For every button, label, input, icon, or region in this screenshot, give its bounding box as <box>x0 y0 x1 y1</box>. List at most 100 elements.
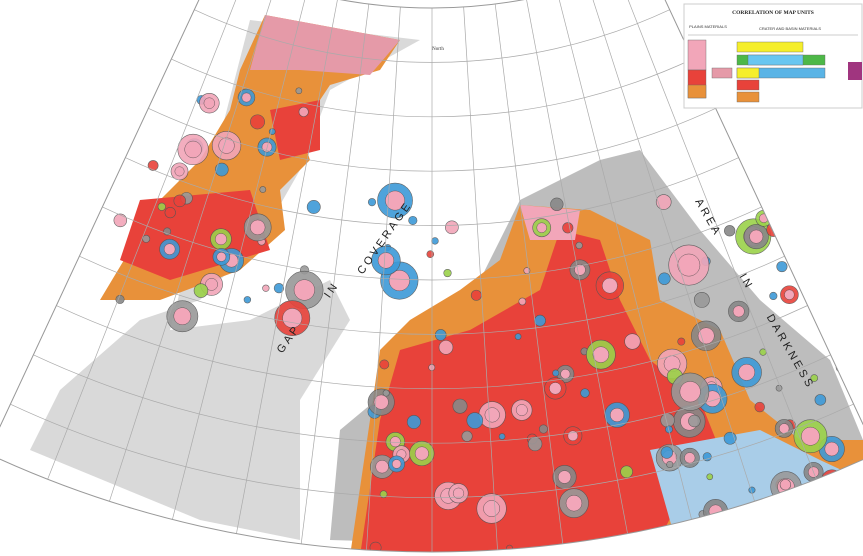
crater-floor <box>250 219 266 236</box>
crater-floor <box>784 289 795 300</box>
crater-floor <box>536 222 547 233</box>
crater <box>214 162 229 177</box>
crater-floor <box>184 140 202 159</box>
crater-floor <box>560 368 571 379</box>
crater <box>655 194 672 210</box>
crater <box>645 529 653 537</box>
crater-floor <box>173 307 192 325</box>
crater <box>624 333 641 350</box>
crater-floor <box>414 446 429 461</box>
crater-floor <box>484 407 500 423</box>
crater-floor <box>483 500 500 517</box>
crater <box>298 106 309 117</box>
crater <box>506 544 513 552</box>
crater <box>660 446 673 459</box>
crater-floor <box>389 436 401 448</box>
parallel <box>33 354 831 444</box>
crater <box>810 374 819 382</box>
crater <box>142 234 151 243</box>
crater-floor <box>825 474 838 487</box>
crater <box>562 222 574 234</box>
crater <box>620 465 633 479</box>
crater <box>769 503 793 526</box>
legend-title: CORRELATION OF MAP UNITS <box>732 10 814 16</box>
crater-floor <box>707 528 719 540</box>
crater-floor <box>515 404 528 416</box>
crater <box>769 291 778 301</box>
crater <box>575 241 583 250</box>
crater-floor <box>697 327 715 345</box>
crater-floor <box>218 137 235 154</box>
crater-floor <box>602 277 618 294</box>
crater <box>527 436 543 452</box>
crater <box>431 237 439 245</box>
crater <box>498 433 506 440</box>
crater <box>717 519 733 536</box>
crater-floor <box>391 459 402 469</box>
crater <box>157 202 166 211</box>
parallel <box>102 206 762 281</box>
crater-floor <box>684 452 696 464</box>
crater <box>382 389 390 397</box>
crater-floor <box>377 252 395 269</box>
crater-floor <box>565 495 583 512</box>
crater <box>776 261 788 273</box>
crater <box>408 215 418 226</box>
legend-header: PLAINS MATERIALS <box>689 24 727 29</box>
crater <box>550 197 564 211</box>
crater <box>785 492 799 505</box>
crater <box>259 186 267 193</box>
crater-floor <box>216 252 227 262</box>
crater-floor <box>452 487 465 499</box>
crater <box>470 289 482 301</box>
crater <box>552 369 560 377</box>
crater-floor <box>385 190 405 211</box>
crater <box>580 388 590 398</box>
crater <box>164 206 176 219</box>
crater-floor <box>837 346 852 361</box>
crater-floor <box>205 278 218 291</box>
crater <box>406 414 421 429</box>
crater <box>789 519 812 542</box>
crater <box>831 340 857 366</box>
crater-floor <box>794 524 808 537</box>
parallel <box>79 255 785 335</box>
crater-floor <box>679 381 701 403</box>
crater-floor <box>700 535 718 552</box>
crater-floor <box>738 363 756 381</box>
crater <box>306 200 321 214</box>
crater-floor <box>557 470 572 484</box>
crater <box>193 283 209 298</box>
crater <box>703 524 723 545</box>
crater <box>814 394 827 406</box>
crater-floor <box>241 92 252 103</box>
crater <box>369 541 382 552</box>
crater-floor <box>830 248 842 260</box>
crater <box>426 250 435 258</box>
crater <box>596 543 605 552</box>
crater <box>693 291 710 308</box>
crater <box>534 314 546 327</box>
crater-floor <box>732 305 745 318</box>
parallel <box>125 157 739 226</box>
crater <box>295 87 303 95</box>
parallel <box>171 58 693 118</box>
gray-terrain <box>30 20 420 540</box>
crater <box>461 430 473 442</box>
crater <box>452 398 468 414</box>
crater <box>821 530 829 538</box>
crater <box>443 268 452 278</box>
crater <box>702 452 712 462</box>
crater <box>445 220 459 235</box>
crater-floor <box>801 426 820 446</box>
crater <box>658 272 671 285</box>
crater-floor <box>215 233 227 246</box>
crater <box>779 479 792 491</box>
crater <box>434 329 447 341</box>
crater-floor <box>373 394 389 410</box>
crater-floor <box>749 229 764 244</box>
crater <box>807 196 817 205</box>
crater <box>735 530 743 538</box>
crater-floor <box>163 243 176 255</box>
